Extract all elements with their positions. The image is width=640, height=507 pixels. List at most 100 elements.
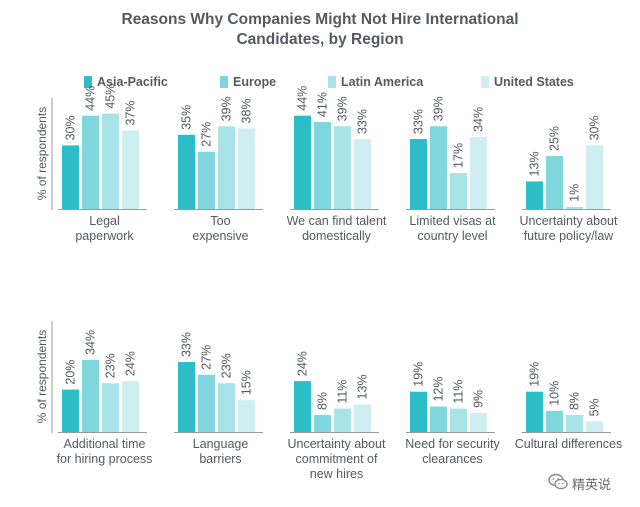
data-label-we-can-find-talent-domestically-europe: 41% bbox=[316, 92, 330, 117]
bar-too-expensive-united-states bbox=[238, 128, 255, 209]
bar-language-barriers-united-states bbox=[238, 400, 255, 432]
bar-need-for-security-clearances-united-states bbox=[470, 412, 487, 432]
bar-uncertainty-about-commitment-of-new-hires-europe bbox=[314, 415, 331, 432]
data-label-uncertainty-about-future-policy-law-latin-america: 1% bbox=[568, 184, 582, 202]
legend-item-latin-america: Latin America bbox=[328, 74, 423, 90]
bar-we-can-find-talent-domestically-asia-pacific bbox=[294, 115, 311, 209]
bar-uncertainty-about-future-policy-law-united-states bbox=[586, 145, 603, 209]
data-label-additional-time-for-hiring-process-latin-america: 23% bbox=[104, 353, 118, 378]
legend-swatch-united-states bbox=[481, 76, 489, 88]
data-label-uncertainty-about-commitment-of-new-hires-asia-pacific: 24% bbox=[296, 351, 310, 376]
bar-need-for-security-clearances-europe bbox=[430, 406, 447, 432]
bar-additional-time-for-hiring-process-asia-pacific bbox=[62, 389, 79, 432]
category-label-additional-time-for-hiring-process-line-2: for hiring process bbox=[57, 452, 153, 466]
data-label-additional-time-for-hiring-process-asia-pacific: 20% bbox=[64, 360, 78, 385]
category-label-cultural-differences-line-1: Cultural differences bbox=[515, 437, 622, 451]
category-label-uncertainty-about-commitment-of-new-hires-line-1: Uncertainty about bbox=[288, 437, 387, 451]
bar-need-for-security-clearances-asia-pacific bbox=[410, 391, 427, 432]
data-label-additional-time-for-hiring-process-united-states: 24% bbox=[124, 351, 138, 376]
data-label-we-can-find-talent-domestically-latin-america: 39% bbox=[336, 96, 350, 121]
data-label-uncertainty-about-commitment-of-new-hires-latin-america: 11% bbox=[336, 380, 350, 404]
data-label-too-expensive-united-states: 38% bbox=[240, 98, 254, 123]
data-label-limited-visas-at-country-level-europe: 39% bbox=[432, 96, 446, 121]
category-label-we-can-find-talent-domestically-line-1: We can find talent bbox=[287, 214, 387, 228]
data-label-uncertainty-about-commitment-of-new-hires-europe: 8% bbox=[316, 392, 330, 410]
data-label-need-for-security-clearances-asia-pacific: 19% bbox=[412, 362, 426, 387]
legend-swatch-latin-america bbox=[328, 76, 336, 88]
bar-too-expensive-europe bbox=[198, 151, 215, 209]
legend-item-united-states: United States bbox=[481, 74, 574, 90]
data-label-language-barriers-latin-america: 23% bbox=[220, 353, 234, 378]
category-label-legal-paperwork-line-1: Legal bbox=[89, 214, 120, 228]
data-label-language-barriers-asia-pacific: 33% bbox=[180, 332, 194, 357]
data-label-additional-time-for-hiring-process-europe: 34% bbox=[84, 330, 98, 355]
legend-label-asia-pacific: Asia-Pacific bbox=[97, 75, 168, 89]
bar-legal-paperwork-europe bbox=[82, 115, 99, 209]
data-label-uncertainty-about-future-policy-law-europe: 25% bbox=[548, 126, 562, 151]
bar-legal-paperwork-latin-america bbox=[102, 113, 119, 209]
category-label-uncertainty-about-future-policy-law-line-2: future policy/law bbox=[524, 229, 615, 243]
chart-title-line-1: Reasons Why Companies Might Not Hire Int… bbox=[121, 11, 519, 28]
data-label-limited-visas-at-country-level-latin-america: 17% bbox=[452, 143, 466, 168]
legend-swatch-europe bbox=[220, 76, 228, 88]
category-label-uncertainty-about-commitment-of-new-hires-line-2: commitment of bbox=[296, 452, 378, 466]
bar-uncertainty-about-commitment-of-new-hires-latin-america bbox=[334, 408, 351, 432]
watermark: 精英说 bbox=[548, 472, 611, 494]
bar-cultural-differences-united-states bbox=[586, 421, 603, 432]
legend-label-united-states: United States bbox=[494, 75, 574, 89]
bar-language-barriers-latin-america bbox=[218, 383, 235, 432]
data-label-language-barriers-europe: 27% bbox=[200, 345, 214, 370]
bar-language-barriers-asia-pacific bbox=[178, 362, 195, 432]
data-label-language-barriers-united-states: 15% bbox=[240, 370, 254, 395]
data-label-cultural-differences-asia-pacific: 19% bbox=[528, 362, 542, 387]
bar-legal-paperwork-united-states bbox=[122, 130, 139, 209]
bar-language-barriers-europe bbox=[198, 374, 215, 432]
data-label-we-can-find-talent-domestically-united-states: 33% bbox=[356, 109, 370, 134]
data-label-cultural-differences-europe: 10% bbox=[548, 381, 562, 406]
category-label-too-expensive-line-1: Too bbox=[210, 214, 230, 228]
data-label-legal-paperwork-united-states: 37% bbox=[124, 101, 138, 126]
data-label-too-expensive-asia-pacific: 35% bbox=[180, 105, 194, 130]
bar-uncertainty-about-future-policy-law-europe bbox=[546, 156, 563, 209]
bar-need-for-security-clearances-latin-america bbox=[450, 408, 467, 432]
bar-limited-visas-at-country-level-asia-pacific bbox=[410, 139, 427, 209]
category-label-too-expensive-line-2: expensive bbox=[192, 229, 248, 243]
bar-we-can-find-talent-domestically-europe bbox=[314, 122, 331, 209]
bar-cultural-differences-latin-america bbox=[566, 415, 583, 432]
legend-item-europe: Europe bbox=[220, 74, 276, 90]
y-axis-label-2: % of respondents bbox=[35, 330, 49, 423]
data-label-limited-visas-at-country-level-asia-pacific: 33% bbox=[412, 109, 426, 134]
data-label-need-for-security-clearances-europe: 12% bbox=[432, 377, 446, 402]
category-label-need-for-security-clearances-line-1: Need for security bbox=[405, 437, 500, 451]
bar-additional-time-for-hiring-process-europe bbox=[82, 359, 99, 432]
data-label-we-can-find-talent-domestically-asia-pacific: 44% bbox=[296, 86, 310, 111]
data-label-uncertainty-about-future-policy-law-asia-pacific: 13% bbox=[528, 151, 542, 176]
data-label-need-for-security-clearances-united-states: 9% bbox=[472, 390, 486, 408]
watermark-text: 精英说 bbox=[572, 476, 612, 492]
bar-uncertainty-about-future-policy-law-latin-america bbox=[566, 206, 583, 209]
category-label-uncertainty-about-future-policy-law-line-1: Uncertainty about bbox=[520, 214, 619, 228]
bar-limited-visas-at-country-level-europe bbox=[430, 126, 447, 209]
y-axis-label-1: % of respondents bbox=[35, 107, 49, 200]
data-label-uncertainty-about-commitment-of-new-hires-united-states: 13% bbox=[356, 374, 370, 399]
data-label-too-expensive-latin-america: 39% bbox=[220, 96, 234, 121]
bar-we-can-find-talent-domestically-united-states bbox=[354, 139, 371, 209]
bar-uncertainty-about-commitment-of-new-hires-united-states bbox=[354, 404, 371, 432]
category-label-limited-visas-at-country-level-line-2: country level bbox=[417, 229, 487, 243]
bar-limited-visas-at-country-level-united-states bbox=[470, 136, 487, 209]
legend-label-europe: Europe bbox=[233, 75, 277, 89]
legend: Asia-Pacific Europe Latin America United… bbox=[0, 74, 640, 90]
data-label-uncertainty-about-future-policy-law-united-states: 30% bbox=[588, 115, 602, 140]
chart-title-line-2: Candidates, by Region bbox=[236, 31, 404, 48]
bar-too-expensive-latin-america bbox=[218, 126, 235, 209]
category-label-legal-paperwork-line-2: paperwork bbox=[75, 229, 134, 243]
data-label-legal-paperwork-latin-america: 45% bbox=[104, 84, 118, 109]
category-label-language-barriers-line-1: Language bbox=[193, 437, 249, 451]
bar-uncertainty-about-future-policy-law-asia-pacific bbox=[526, 181, 543, 209]
category-label-we-can-find-talent-domestically-line-2: domestically bbox=[302, 229, 372, 243]
data-label-limited-visas-at-country-level-united-states: 34% bbox=[472, 107, 486, 132]
data-label-cultural-differences-latin-america: 8% bbox=[568, 392, 582, 410]
category-label-need-for-security-clearances-line-2: clearances bbox=[422, 452, 482, 466]
bar-cultural-differences-europe bbox=[546, 410, 563, 432]
